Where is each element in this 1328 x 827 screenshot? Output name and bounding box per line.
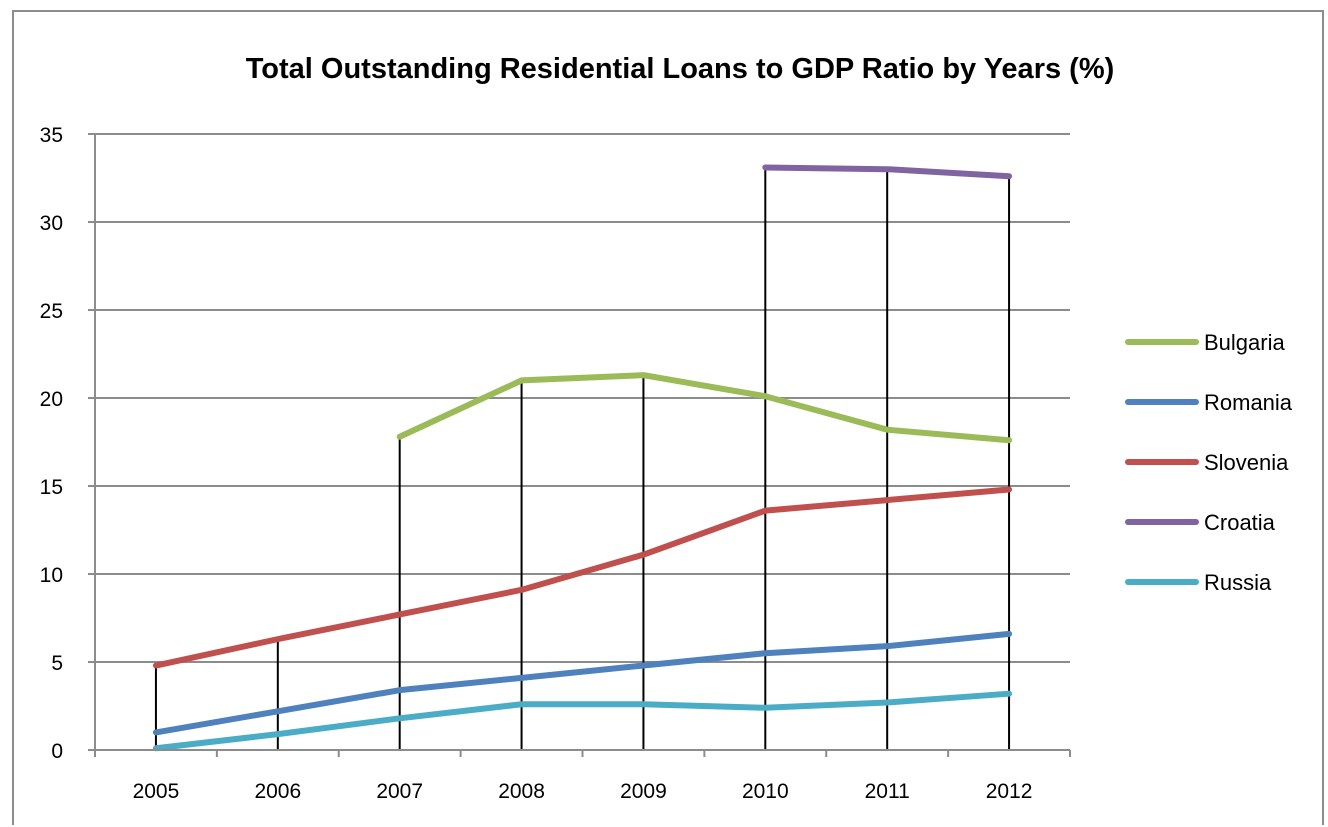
y-tick-label: 0 [51, 740, 63, 763]
x-tick-label: 2009 [620, 780, 667, 803]
legend-label: Romania [1204, 390, 1293, 415]
x-tick-label: 2012 [986, 780, 1033, 803]
legend-label: Russia [1204, 570, 1272, 595]
x-tick-label: 2008 [498, 780, 545, 803]
y-tick-label: 25 [40, 300, 63, 323]
y-tick-label: 15 [40, 476, 63, 499]
series-line-russia [152, 690, 1013, 752]
chart-frame [12, 10, 1324, 825]
gridlines [95, 133, 1070, 663]
legend-label: Croatia [1204, 510, 1276, 535]
series-line-bulgaria [396, 372, 1013, 444]
series-lines [152, 164, 1013, 752]
y-tick-label: 30 [40, 212, 63, 235]
y-tick-label: 20 [40, 388, 63, 411]
series-line-croatia [762, 164, 1013, 180]
x-tick-label: 2007 [376, 780, 423, 803]
legend: Bulgaria Romania Slovenia Croatia Russia [1125, 330, 1293, 595]
series-line-slovenia [152, 486, 1013, 669]
legend-label: Bulgaria [1204, 330, 1285, 355]
series-line-romania [152, 630, 1013, 736]
y-tick-label: 10 [40, 564, 63, 587]
x-axis-ticks: 2005 2006 2007 2008 2009 2010 2011 2012 [133, 780, 1033, 803]
x-tick-label: 2006 [254, 780, 301, 803]
y-tick-label: 35 [40, 124, 63, 147]
y-axis-ticks: 0 5 10 15 20 25 30 35 [40, 124, 63, 763]
x-tick-label: 2011 [865, 780, 910, 803]
chart-title: Total Outstanding Residential Loans to G… [246, 53, 1115, 85]
legend-label: Slovenia [1204, 450, 1289, 475]
axes [88, 133, 1071, 757]
x-tick-label: 2010 [742, 780, 789, 803]
x-tick-label: 2005 [133, 780, 180, 803]
y-tick-label: 5 [51, 652, 63, 675]
